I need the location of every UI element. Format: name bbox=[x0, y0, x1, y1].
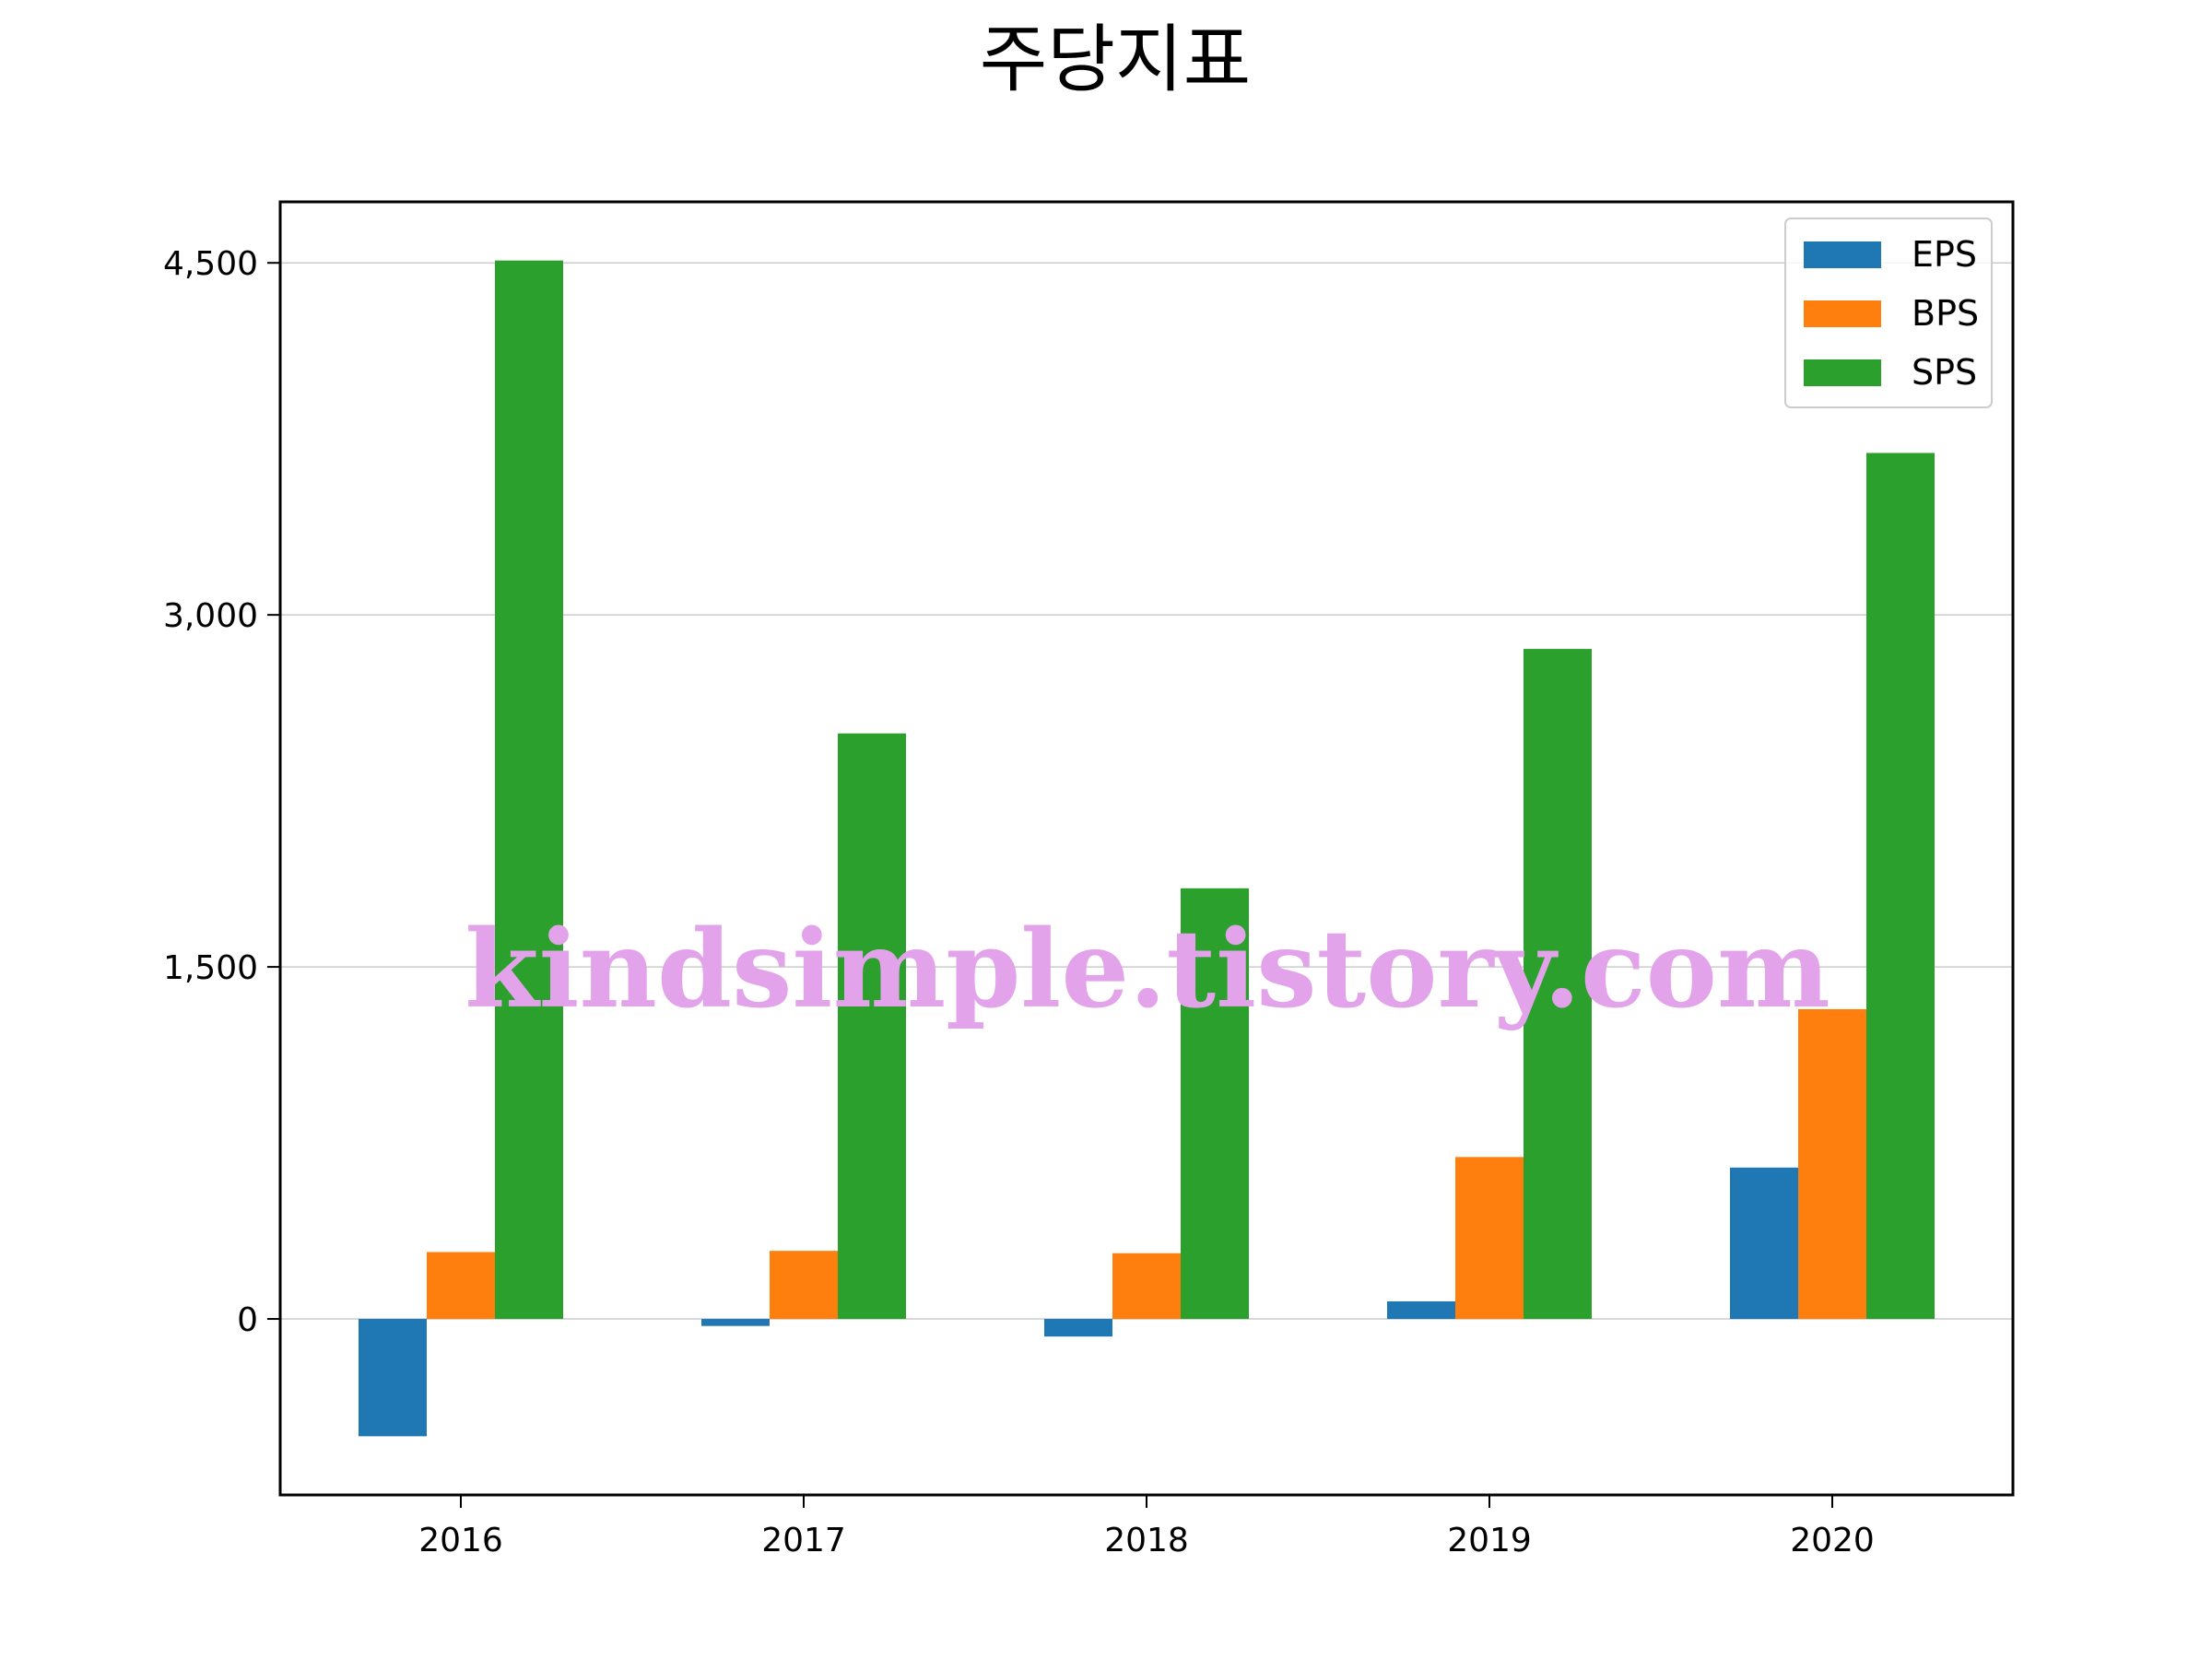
bar-eps-2017 bbox=[701, 1319, 770, 1326]
y-axis: 0 1,500 3,000 4,500 bbox=[163, 245, 280, 1339]
bar-sps-2019 bbox=[1524, 649, 1592, 1320]
legend-label-eps: EPS bbox=[1912, 234, 1977, 275]
bar-sps-2017 bbox=[838, 733, 906, 1320]
chart-title: 주당지표 bbox=[980, 17, 1251, 102]
x-tick-label: 2020 bbox=[1790, 1522, 1875, 1559]
y-tick-label: 3,000 bbox=[163, 597, 258, 635]
bar-bps-2017 bbox=[770, 1251, 838, 1320]
y-tick-label: 1,500 bbox=[163, 949, 258, 987]
legend-swatch-eps bbox=[1804, 241, 1881, 268]
bar-eps-2018 bbox=[1044, 1319, 1112, 1337]
bar-bps-2020 bbox=[1798, 1008, 1866, 1320]
bar-bps-2019 bbox=[1455, 1157, 1524, 1320]
bars bbox=[359, 260, 1935, 1437]
grid-lines bbox=[280, 262, 2013, 1320]
legend-swatch-sps bbox=[1804, 359, 1881, 386]
legend-label-bps: BPS bbox=[1912, 293, 1979, 334]
x-tick-label: 2018 bbox=[1104, 1522, 1189, 1559]
legend-swatch-bps bbox=[1804, 300, 1881, 327]
bar-sps-2018 bbox=[1181, 888, 1249, 1320]
y-tick-label: 4,500 bbox=[163, 245, 258, 283]
legend-label-sps: SPS bbox=[1912, 352, 1977, 393]
y-tick-label: 0 bbox=[237, 1301, 258, 1339]
x-tick-label: 2019 bbox=[1447, 1522, 1532, 1559]
bar-sps-2020 bbox=[1866, 453, 1935, 1320]
watermark: kindsimple.tistory.com bbox=[465, 907, 1830, 1032]
x-axis: 2016 2017 2018 2019 2020 bbox=[418, 1495, 1875, 1559]
bar-sps-2016 bbox=[495, 260, 563, 1320]
bar-eps-2019 bbox=[1387, 1300, 1455, 1320]
x-tick-label: 2017 bbox=[761, 1522, 846, 1559]
bar-eps-2016 bbox=[359, 1319, 427, 1437]
bar-eps-2020 bbox=[1730, 1167, 1798, 1320]
bar-bps-2018 bbox=[1112, 1253, 1181, 1320]
legend: EPS BPS SPS bbox=[1784, 218, 1993, 408]
x-tick-label: 2016 bbox=[418, 1522, 503, 1559]
bar-bps-2016 bbox=[427, 1252, 495, 1320]
